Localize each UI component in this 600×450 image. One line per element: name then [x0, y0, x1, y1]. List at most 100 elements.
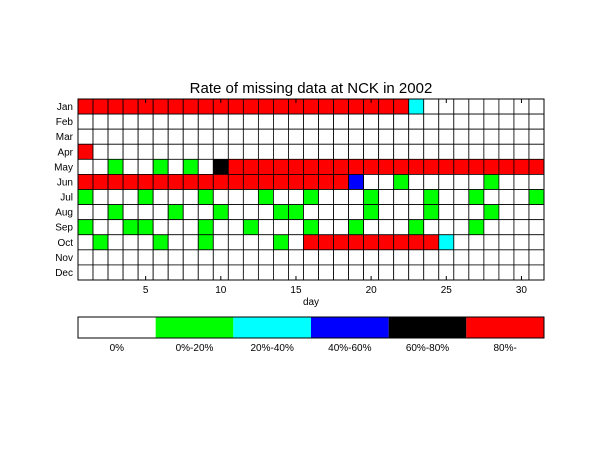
- heatmap-cell: [92, 98, 109, 115]
- heatmap-cell: [498, 204, 515, 221]
- heatmap-cell: [483, 113, 500, 130]
- heatmap-cell: [152, 128, 169, 145]
- heatmap-cell: [393, 174, 410, 190]
- heatmap-cell: [528, 128, 545, 145]
- heatmap-cell: [197, 143, 214, 160]
- heatmap-cell: [393, 264, 410, 281]
- heatmap-cell: [122, 204, 139, 221]
- heatmap-cell: [77, 204, 94, 221]
- heatmap-cell: [303, 113, 319, 130]
- heatmap-cell: [468, 174, 485, 190]
- heatmap-cell: [333, 234, 349, 251]
- heatmap-cell: [107, 264, 124, 281]
- heatmap-cell: [92, 219, 109, 236]
- heatmap-cell: [348, 98, 365, 115]
- heatmap-cell: [167, 189, 184, 205]
- heatmap-cell: [107, 219, 124, 236]
- month-label: Nov: [55, 253, 73, 264]
- heatmap-cell: [318, 113, 334, 130]
- legend-label: 40%-60%: [328, 343, 371, 354]
- heatmap-cell: [483, 249, 500, 266]
- heatmap-cell: [122, 113, 139, 130]
- heatmap-cell: [197, 189, 214, 205]
- heatmap-cell: [257, 113, 274, 130]
- heatmap-cell: [303, 234, 319, 251]
- heatmap-cell: [303, 204, 319, 221]
- heatmap-cell: [498, 249, 515, 266]
- heatmap-cell: [363, 204, 380, 221]
- heatmap-cell: [438, 128, 455, 145]
- heatmap-cell: [483, 98, 500, 115]
- heatmap-cell: [227, 128, 244, 145]
- heatmap-cell: [152, 98, 169, 115]
- heatmap-cell: [137, 234, 154, 251]
- heatmap-cell: [498, 143, 515, 160]
- heatmap-cell: [378, 158, 395, 175]
- heatmap-cell: [528, 264, 545, 281]
- heatmap-cell: [137, 189, 154, 205]
- heatmap-cell: [92, 143, 109, 160]
- heatmap-cell: [498, 158, 515, 175]
- heatmap-cell: [333, 249, 349, 266]
- heatmap-cell: [227, 98, 244, 115]
- heatmap-cell: [122, 234, 139, 251]
- heatmap-cell: [288, 249, 304, 266]
- heatmap-cell: [348, 189, 365, 205]
- month-label: May: [54, 162, 73, 173]
- heatmap-cell: [167, 158, 184, 175]
- heatmap-cell: [197, 219, 214, 236]
- heatmap-cell: [483, 174, 500, 190]
- heatmap-cell: [348, 249, 365, 266]
- heatmap-cell: [378, 249, 395, 266]
- heatmap-cell: [77, 219, 94, 236]
- heatmap-cell: [528, 204, 545, 221]
- heatmap-cell: [92, 158, 109, 175]
- heatmap-cell: [122, 174, 139, 190]
- heatmap-cell: [152, 204, 169, 221]
- heatmap-cell: [348, 219, 365, 236]
- legend-swatch: [388, 317, 467, 338]
- heatmap-cell: [423, 98, 440, 115]
- heatmap-cell: [513, 234, 530, 251]
- month-label: Mar: [56, 132, 74, 143]
- month-labels: Jan Feb Mar Apr May Jun Jul Aug Sep Oct Nov Dec: [54, 102, 74, 279]
- heatmap-cell: [528, 174, 545, 190]
- heatmap-cell: [528, 219, 545, 236]
- heatmap-cells: [77, 98, 545, 281]
- heatmap-cell: [408, 158, 425, 175]
- heatmap-cell: [363, 174, 380, 190]
- heatmap-cell: [167, 113, 184, 130]
- heatmap-cell: [453, 128, 470, 145]
- heatmap-cell: [137, 204, 154, 221]
- heatmap-cell: [77, 158, 94, 175]
- heatmap-cell: [303, 174, 319, 190]
- heatmap-cell: [483, 204, 500, 221]
- heatmap-cell: [408, 234, 425, 251]
- heatmap-cell: [107, 189, 124, 205]
- heatmap-cell: [212, 219, 229, 236]
- heatmap-cell: [528, 234, 545, 251]
- heatmap-cell: [77, 113, 94, 130]
- heatmap-cell: [182, 264, 199, 281]
- heatmap-cell: [182, 234, 199, 251]
- heatmap-cell: [303, 264, 319, 281]
- heatmap-cell: [423, 113, 440, 130]
- legend-swatch: [155, 317, 234, 338]
- heatmap-cell: [122, 158, 139, 175]
- heatmap-cell: [167, 234, 184, 251]
- heatmap-cell: [303, 249, 319, 266]
- heatmap-cell: [227, 234, 244, 251]
- heatmap-cell: [468, 219, 485, 236]
- heatmap-cell: [303, 143, 319, 160]
- heatmap-cell: [333, 128, 349, 145]
- heatmap-cell: [498, 128, 515, 145]
- heatmap-cell: [528, 113, 545, 130]
- month-label: Jun: [57, 177, 73, 188]
- x-tick-label: 15: [290, 285, 302, 296]
- heatmap-cell: [363, 189, 380, 205]
- heatmap-cell: [438, 249, 455, 266]
- heatmap-cell: [273, 189, 289, 205]
- heatmap-cell: [107, 158, 124, 175]
- heatmap-cell: [137, 249, 154, 266]
- heatmap-cell: [498, 189, 515, 205]
